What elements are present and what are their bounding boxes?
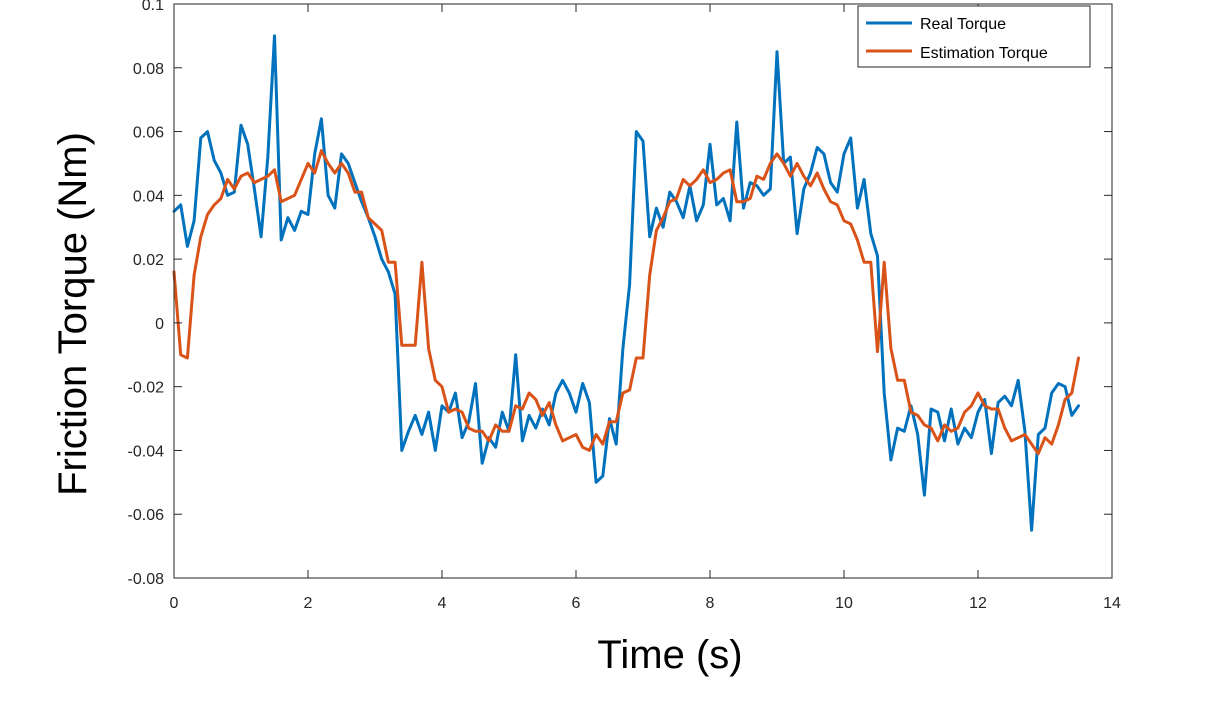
y-tick-label: -0.06 — [128, 507, 165, 524]
x-tick-label: 10 — [835, 595, 853, 612]
plot-area-background — [174, 4, 1112, 578]
x-tick-label: 8 — [706, 595, 715, 612]
y-axis-ticks: -0.08 -0.06 -0.04 -0.02 0 0.02 0.04 0.06 0.08 0.1 — [128, 0, 1112, 588]
legend: Real Torque Estimation Torque — [857, 5, 1091, 68]
y-tick-label: 0.08 — [133, 61, 164, 78]
y-tick-label: -0.08 — [128, 571, 165, 588]
legend-label-estimation-torque: Estimation Torque — [920, 45, 1048, 62]
y-tick-label: 0.04 — [133, 188, 164, 205]
series-line-estimation-torque — [172, 149, 1080, 456]
y-tick-label: 0.06 — [133, 125, 164, 142]
x-axis-ticks: 0 2 4 6 8 10 12 14 — [170, 4, 1121, 612]
x-tick-label: 12 — [969, 595, 987, 612]
x-axis-title: Time (s) — [597, 633, 742, 677]
plot-frame — [173, 3, 1113, 579]
x-tick-label: 4 — [438, 595, 447, 612]
y-tick-label: -0.04 — [128, 443, 165, 460]
y-axis-title: Friction Torque (Nm) — [51, 132, 95, 496]
x-tick-label: 0 — [170, 595, 179, 612]
legend-box — [857, 5, 1091, 68]
y-tick-label: 0.1 — [142, 0, 164, 14]
y-tick-label: 0.02 — [133, 252, 164, 269]
legend-label-real-torque: Real Torque — [920, 16, 1006, 33]
x-tick-label: 2 — [304, 595, 313, 612]
x-tick-label: 14 — [1103, 595, 1121, 612]
axes-layer — [173, 3, 1113, 579]
y-tick-label: -0.02 — [128, 380, 165, 397]
x-tick-label: 6 — [572, 595, 581, 612]
y-tick-label: 0 — [155, 316, 164, 333]
series-layer — [172, 34, 1080, 532]
